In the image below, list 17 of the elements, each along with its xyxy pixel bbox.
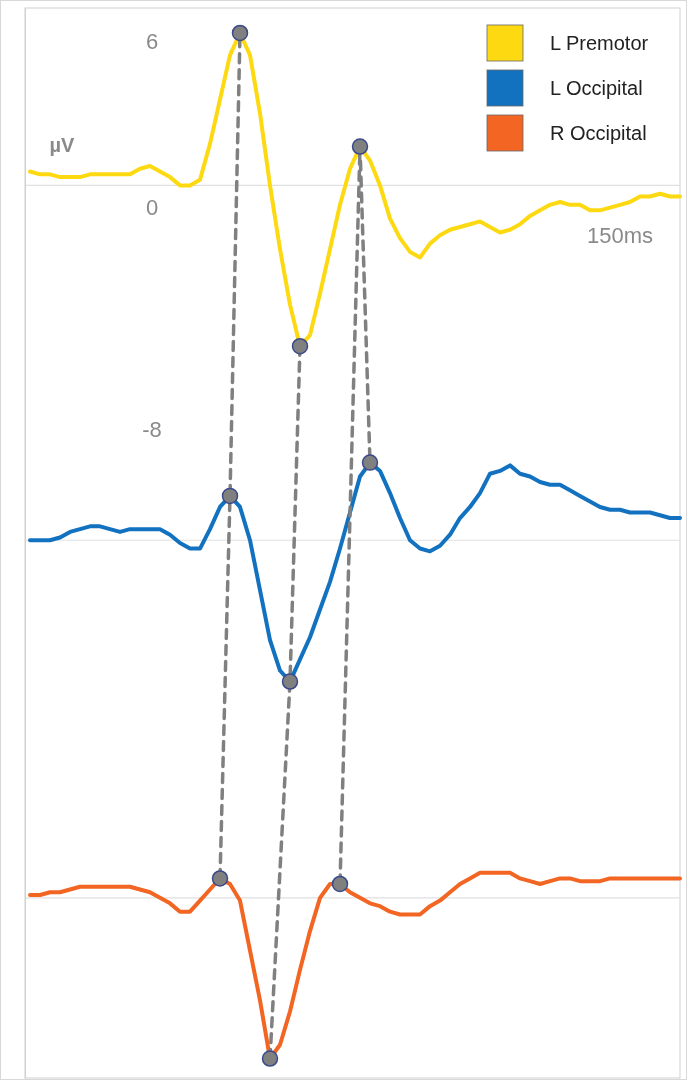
- legend-label: R Occipital: [550, 122, 647, 144]
- annotation: 150ms: [586, 222, 654, 248]
- point: [351, 138, 369, 155]
- point: [331, 875, 349, 893]
- y-tick-label: -8: [142, 416, 162, 442]
- point: [361, 454, 379, 471]
- point: [221, 487, 239, 505]
- point: [291, 337, 309, 355]
- legend-label: L Premotor: [550, 32, 649, 54]
- point: [281, 673, 299, 690]
- point: [261, 1050, 279, 1067]
- y-tick-label: 6: [145, 28, 159, 54]
- point: [211, 870, 229, 887]
- legend-label: L Occipital: [550, 77, 643, 99]
- y-axis-title: µV: [49, 134, 76, 156]
- point: [231, 24, 249, 42]
- y-tick-label: 0: [145, 195, 159, 221]
